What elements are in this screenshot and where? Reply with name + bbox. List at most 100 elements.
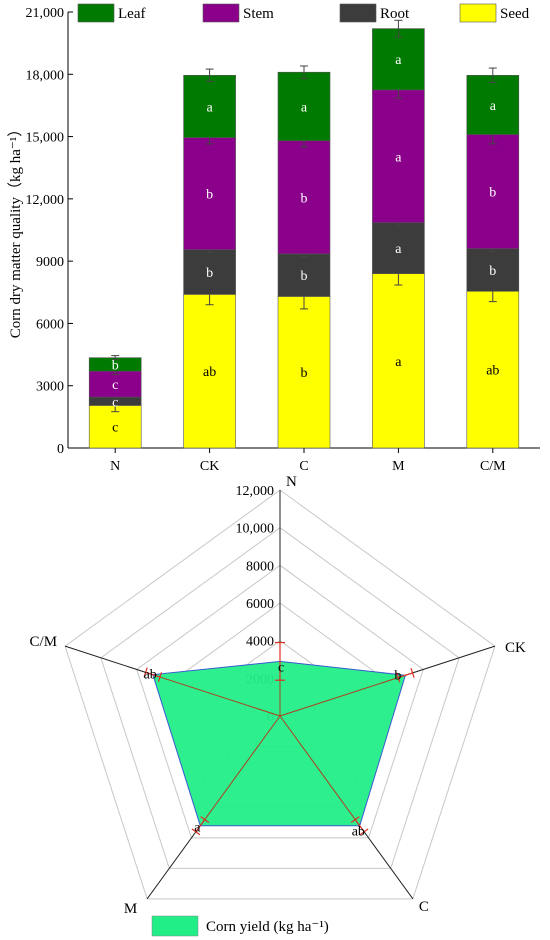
radar-error-cap xyxy=(410,667,415,678)
legend-label-stem: Stem xyxy=(243,6,274,22)
radar-tick-label: 4000 xyxy=(246,635,274,650)
radar-error-cap xyxy=(143,667,148,678)
significance-letter: b xyxy=(206,266,213,281)
significance-letter: c xyxy=(112,378,118,393)
bar-leaf xyxy=(277,71,331,142)
y-tick-label: 12,000 xyxy=(26,193,65,208)
legend-swatch-corn-yield xyxy=(151,915,199,937)
significance-letter: c xyxy=(112,421,118,436)
radar-value-line xyxy=(279,715,361,826)
significance-letter: ab xyxy=(203,365,216,380)
radar-significance-letter: a xyxy=(194,821,201,836)
bar-root xyxy=(466,248,520,292)
significance-letter: b xyxy=(206,188,213,203)
radar-axis-label: C xyxy=(419,899,429,915)
significance-letter: b xyxy=(489,186,496,201)
radar-error-bar xyxy=(398,672,413,679)
legend-label-root: Root xyxy=(380,6,410,22)
bar-seed xyxy=(183,294,236,449)
y-tick-label: 18,000 xyxy=(26,68,65,83)
radar-tick-label: 10,000 xyxy=(236,522,275,537)
legend-swatch-seed xyxy=(459,3,497,23)
radar-error-bar xyxy=(354,819,365,833)
radar-error-cap xyxy=(157,672,163,682)
significance-letter: b xyxy=(301,269,308,284)
radar-grid-ring xyxy=(64,489,496,900)
bar-seed xyxy=(466,290,520,449)
y-axis-label: Corn dry matter quality（kg ha⁻¹） xyxy=(7,122,24,339)
significance-letter: b xyxy=(112,358,119,373)
radar-error-bar xyxy=(195,819,206,833)
radar-grid-ring xyxy=(136,564,424,839)
stacked-bar-chart: Leaf Stem Root Seed 0 3000 6000 9000 12,000 15,0… xyxy=(7,3,540,470)
bar-stem xyxy=(372,89,425,224)
radar-axis-label: M xyxy=(124,901,137,917)
bar-root xyxy=(183,249,236,295)
significance-letter: b xyxy=(489,264,496,279)
radar-error-cap xyxy=(191,828,201,836)
bar-stem xyxy=(183,137,236,251)
radar-significance-letter: c xyxy=(278,660,284,675)
radar-value-line xyxy=(279,674,406,717)
x-tick-label: M xyxy=(392,459,405,470)
radar-value-line xyxy=(199,715,281,826)
significance-letter: ab xyxy=(486,364,499,379)
y-tick-label: 0 xyxy=(57,442,64,457)
radar-grid-ring xyxy=(100,527,460,869)
radar-value-line xyxy=(152,674,281,717)
radar-error-cap xyxy=(350,816,360,824)
bar-axes: 0 3000 6000 9000 12,000 15,000 18,000 21,000 N CK… xyxy=(26,6,540,470)
bar-leaf xyxy=(183,75,236,138)
significance-letter: a xyxy=(206,100,213,115)
significance-letter: b xyxy=(301,366,308,381)
radar-significance-letter: b xyxy=(394,668,401,683)
significance-letter: a xyxy=(395,355,402,370)
radar-error-bar xyxy=(145,671,161,678)
radar-error-cap xyxy=(359,828,369,836)
radar-tick-label: 12,000 xyxy=(236,484,275,499)
radar-tick-label: 6000 xyxy=(246,597,274,612)
legend-swatch-leaf xyxy=(77,3,115,23)
y-tick-label: 6000 xyxy=(36,317,64,332)
significance-letter: a xyxy=(395,53,402,68)
legend-swatch-stem xyxy=(202,3,240,23)
x-tick-label: CK xyxy=(200,459,219,470)
radar-significance-letter: ab xyxy=(144,668,157,683)
radar-marks: c b ab a ab xyxy=(143,641,415,840)
bar-root xyxy=(277,253,331,297)
significance-letter: a xyxy=(301,100,308,115)
radar-significance-letter: ab xyxy=(352,825,365,840)
legend-label-seed: Seed xyxy=(500,6,530,22)
radar-tick-label: 8000 xyxy=(246,559,274,574)
significance-letter: a xyxy=(395,242,402,257)
bar-seed xyxy=(277,296,331,449)
radar-axis-label: C/M xyxy=(30,634,58,650)
bar-seed xyxy=(88,405,142,449)
bar-stem xyxy=(466,134,520,249)
significance-letter: b xyxy=(301,191,308,206)
radar-error-cap xyxy=(200,816,210,824)
y-tick-label: 21,000 xyxy=(26,6,65,21)
legend-swatch-root xyxy=(339,3,377,23)
x-tick-label: N xyxy=(110,459,120,470)
y-tick-label: 3000 xyxy=(36,380,64,395)
legend-label-leaf: Leaf xyxy=(118,6,145,22)
radar-legend: Corn yield (kg ha⁻¹) xyxy=(151,915,329,937)
bar-leaf xyxy=(466,75,520,135)
y-tick-label: 15,000 xyxy=(26,131,65,146)
y-tick-label: 9000 xyxy=(36,255,64,270)
legend-label-corn-yield: Corn yield (kg ha⁻¹) xyxy=(206,919,329,935)
radar-area xyxy=(152,660,407,827)
radar-axis-label: CK xyxy=(505,640,526,656)
x-tick-label: C/M xyxy=(480,459,506,470)
significance-letter: a xyxy=(490,99,497,114)
x-tick-label: C xyxy=(299,459,308,470)
significance-letter: c xyxy=(112,395,118,410)
bar-stem xyxy=(88,370,142,398)
bar-seed xyxy=(372,273,425,449)
bar-root xyxy=(372,222,425,274)
bar-stem xyxy=(277,140,331,255)
